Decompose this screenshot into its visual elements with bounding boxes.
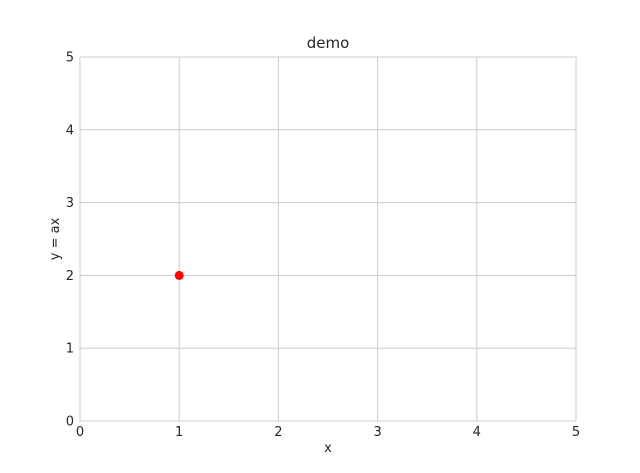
y-axis-label: y = ax xyxy=(48,217,63,260)
y-tick-label: 4 xyxy=(66,123,74,138)
x-tick-label: 0 xyxy=(76,425,84,440)
y-tick-label: 5 xyxy=(66,51,74,66)
y-tick-label: 2 xyxy=(66,269,74,284)
x-tick-label: 2 xyxy=(274,425,282,440)
x-tick-labels: 0 1 2 3 4 5 xyxy=(76,425,580,440)
x-tick-label: 3 xyxy=(373,425,381,440)
y-tick-label: 0 xyxy=(66,415,74,430)
chart-title: demo xyxy=(307,34,350,52)
data-points xyxy=(174,270,184,280)
y-tick-labels: 0 1 2 3 4 5 xyxy=(66,51,74,430)
x-axis-label: x xyxy=(324,441,332,456)
plot-frame xyxy=(79,56,577,422)
x-tick-label: 1 xyxy=(175,425,183,440)
x-tick-label: 4 xyxy=(473,425,481,440)
data-point xyxy=(174,270,184,280)
y-tick-label: 3 xyxy=(66,196,74,211)
y-tick-label: 1 xyxy=(66,342,74,357)
x-tick-label: 5 xyxy=(572,425,580,440)
